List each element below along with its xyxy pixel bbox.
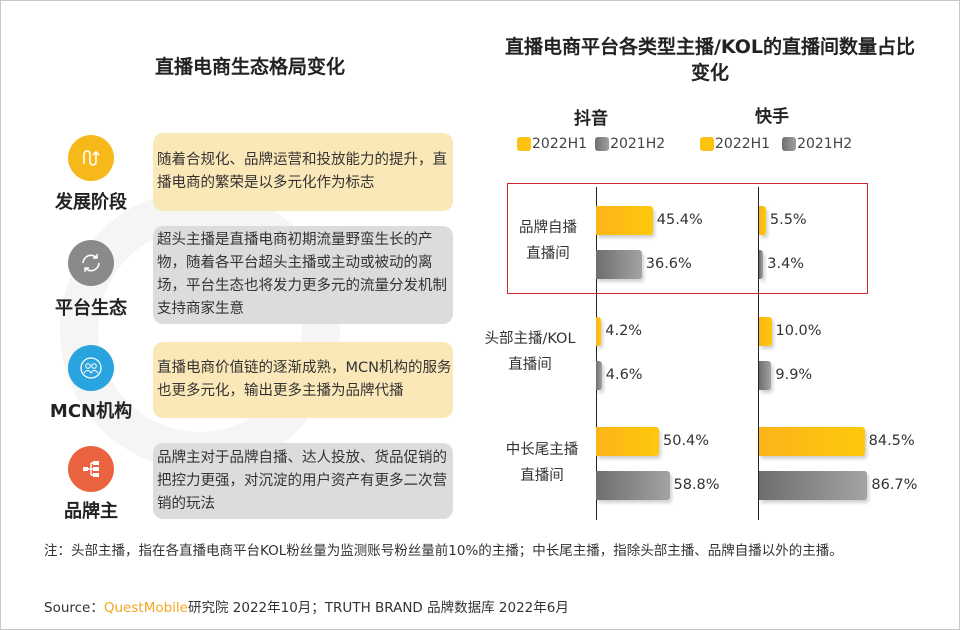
bar-2021h2-kuaishou xyxy=(759,471,868,500)
bar-2021h2-douyin xyxy=(596,250,642,279)
item-description: 直播电商价值链的逐渐成熟，MCN机构的服务也更多元化，输出更多主播为品牌代播 xyxy=(153,342,453,418)
bar-2022h1-douyin xyxy=(596,206,653,235)
item-label: 品牌主 xyxy=(64,501,118,522)
bar-2021h2-kuaishou xyxy=(759,250,764,279)
bar-2022h1-douyin xyxy=(596,427,659,456)
left-panel-title: 直播电商生态格局变化 xyxy=(154,56,345,78)
chart-title: 直播电商平台各类型主播/KOL的直播间数量占比变化 xyxy=(504,36,916,84)
category-line: 品牌自播 xyxy=(519,220,577,236)
category-label: 品牌自播 直播间 xyxy=(508,215,588,267)
data-label: 50.4% xyxy=(663,433,710,449)
legend-label: 2022H1 xyxy=(715,136,771,152)
bar-2021h2-douyin xyxy=(596,361,602,390)
legend-label: 2021H2 xyxy=(610,136,666,152)
source-rest: 研究院 2022年10月；TRUTH BRAND 品牌数据库 2022年6月 xyxy=(187,600,569,616)
axis-douyin xyxy=(596,187,597,520)
bar-2021h2-douyin xyxy=(596,471,670,500)
legend-kuaishou: 2022H1 2021H2 xyxy=(700,136,852,152)
wave-arrow-icon xyxy=(68,135,114,181)
data-label: 36.6% xyxy=(645,256,692,272)
refresh-cycle-icon xyxy=(68,240,114,286)
source-prefix: Source： xyxy=(44,600,104,616)
source-line: Source：QuestMobile研究院 2022年10月；TRUTH BRA… xyxy=(44,596,569,616)
item-label: MCN机构 xyxy=(49,401,133,422)
bar-2022h1-kuaishou xyxy=(759,317,772,346)
platform-title-kuaishou: 快手 xyxy=(755,107,789,127)
footnote: 注：头部主播，指在各直播电商平台KOL粉丝量为监测账号粉丝量前10%的主播；中长… xyxy=(44,543,843,559)
legend-swatch-2022h1 xyxy=(700,137,714,151)
legend-label: 2021H2 xyxy=(797,136,853,152)
item-label: 平台生态 xyxy=(55,298,127,319)
legend-label: 2022H1 xyxy=(532,136,588,152)
bar-2022h1-kuaishou xyxy=(759,206,766,235)
data-label: 5.5% xyxy=(769,212,807,228)
axis-kuaishou xyxy=(758,187,759,520)
legend-swatch-2021h2 xyxy=(782,137,797,151)
category-line: 直播间 xyxy=(526,246,570,262)
legend-swatch-2022h1 xyxy=(517,137,531,151)
source-brand: QuestMobile xyxy=(103,600,188,616)
item-label: 发展阶段 xyxy=(55,192,127,213)
highlight-box xyxy=(507,183,868,294)
data-label: 4.2% xyxy=(605,323,643,339)
legend-swatch-2021h2 xyxy=(595,137,610,151)
bar-2022h1-kuaishou xyxy=(759,427,865,456)
people-group-icon xyxy=(68,345,114,391)
hierarchy-icon xyxy=(68,446,114,492)
category-line: 头部主播/KOL xyxy=(484,331,576,347)
category-line: 直播间 xyxy=(520,468,564,484)
data-label: 10.0% xyxy=(775,323,822,339)
data-label: 4.6% xyxy=(605,367,643,383)
category-label: 中长尾主播 直播间 xyxy=(496,437,588,489)
data-label: 3.4% xyxy=(767,256,805,272)
platform-title-douyin: 抖音 xyxy=(574,109,608,129)
data-label: 45.4% xyxy=(656,212,703,228)
bar-2022h1-douyin xyxy=(596,317,602,346)
category-line: 直播间 xyxy=(508,357,552,373)
category-line: 中长尾主播 xyxy=(505,442,579,458)
bar-2021h2-kuaishou xyxy=(759,361,772,390)
item-description: 品牌主对于品牌自播、达人投放、货品促销的把控力更强，对沉淀的用户资产有更多二次营… xyxy=(153,443,453,519)
item-description: 超头主播是直播电商初期流量野蛮生长的产物，随着各平台超头主播或主动或被动的离场，… xyxy=(153,226,453,324)
data-label: 9.9% xyxy=(775,367,813,383)
data-label: 84.5% xyxy=(868,433,915,449)
item-description: 随着合规化、品牌运营和投放能力的提升，直播电商的繁荣是以多元化作为标志 xyxy=(153,133,453,211)
data-label: 86.7% xyxy=(871,477,918,493)
category-label: 头部主播/KOL 直播间 xyxy=(480,326,580,378)
legend-douyin: 2022H1 2021H2 xyxy=(517,136,665,152)
data-label: 58.8% xyxy=(673,477,720,493)
